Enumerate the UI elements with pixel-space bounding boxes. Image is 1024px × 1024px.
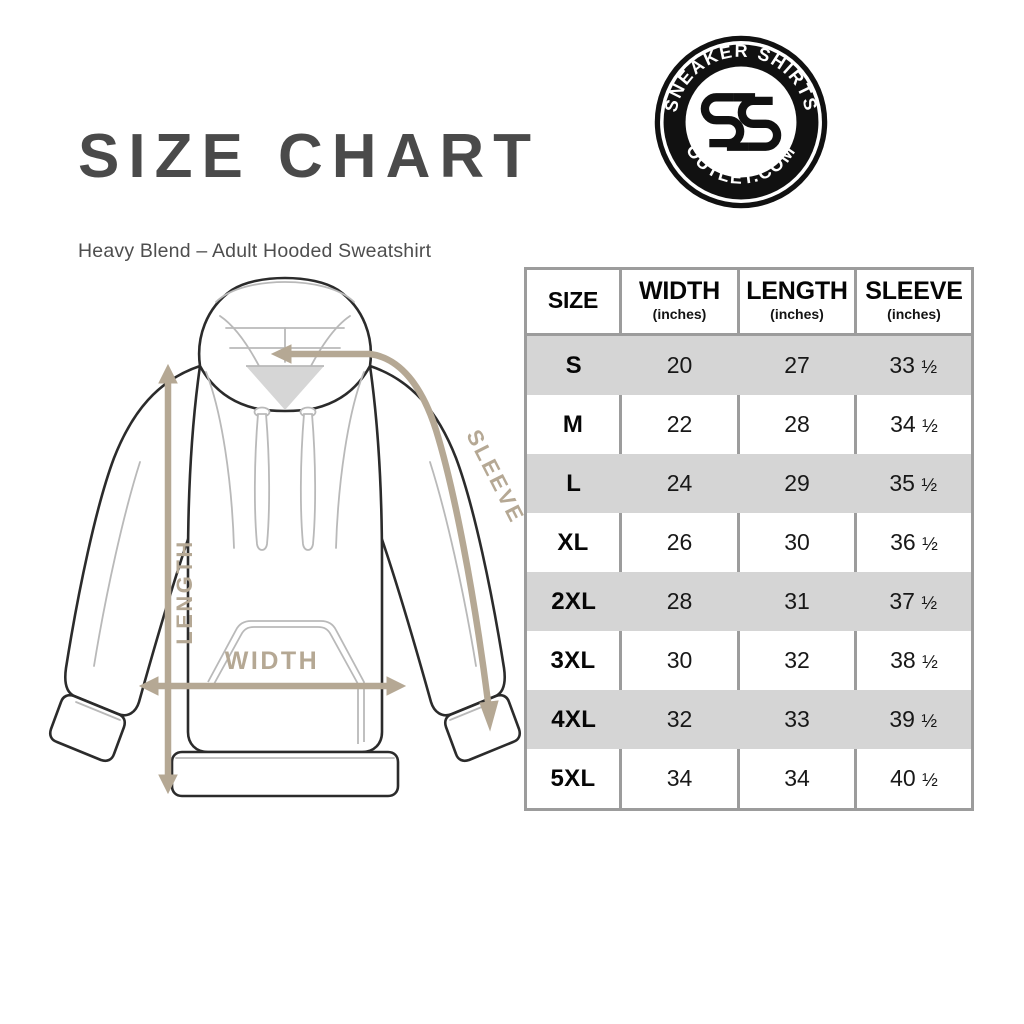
fraction-glyph: ½ [922,533,938,554]
header-row: SIZE WIDTH (inches) LENGTH (inches) SLEE… [525,268,973,336]
length-label: LENGTH [172,539,197,644]
table-row: L 24 29 35 ½ [525,454,973,513]
cell-width: 32 [620,690,739,749]
column-header-width-units: (inches) [652,305,707,322]
measurement-arrows [138,344,499,795]
hoodie-illustration: WIDTH LENGTH SLEEVE [40,262,530,840]
size-table-container: SIZE WIDTH (inches) LENGTH (inches) SLEE… [524,267,974,811]
cell-size: 3XL [525,631,621,690]
sleeve-arrow [270,344,499,732]
fraction-glyph: ½ [922,415,938,436]
table-row: 4XL 32 33 39 ½ [525,690,973,749]
logo-monogram-icon [700,93,782,151]
cell-length: 32 [737,631,856,690]
cell-size: XL [525,513,621,572]
fraction-glyph: ½ [921,474,938,495]
column-header-sleeve-label: SLEEVE [865,277,963,305]
fraction-glyph: ½ [922,651,938,672]
cell-sleeve: 35 ½ [855,454,973,513]
brand-logo: SNEAKER SHIRTS OUTLET.COM [653,34,829,210]
cell-width: 20 [620,334,739,395]
width-arrow [138,676,407,696]
size-table-body: S 20 27 33 ½ M 22 28 34 ½ L 24 29 35 ½ XL 26 30 36 ½ 2XL… [525,334,973,810]
table-row: S 20 27 33 ½ [525,334,973,395]
column-header-sleeve: SLEEVE (inches) [854,268,973,336]
cell-size: 2XL [525,572,621,631]
cell-size: 4XL [525,690,621,749]
cell-length: 33 [738,690,856,749]
length-arrow [158,363,178,795]
cell-sleeve: 36 ½ [854,513,973,572]
cell-width: 22 [619,395,739,454]
cell-length: 34 [737,749,856,810]
fraction-glyph: ½ [922,769,938,790]
cell-sleeve: 33 ½ [855,334,973,395]
column-header-width: WIDTH (inches) [619,268,739,336]
cell-width: 28 [620,572,739,631]
header-block: SIZE CHART Heavy Blend – Adult Hooded Sw… [78,122,540,263]
table-row: 5XL 34 34 40 ½ [525,749,973,810]
cell-length: 28 [737,395,856,454]
column-header-length-units: (inches) [770,305,824,322]
table-row: 3XL 30 32 38 ½ [525,631,973,690]
table-row: 2XL 28 31 37 ½ [525,572,973,631]
kangaroo-pocket [207,620,365,744]
column-header-size-label: SIZE [547,287,599,314]
size-table: SIZE WIDTH (inches) LENGTH (inches) SLEE… [524,267,974,811]
cell-size: 5XL [525,749,621,810]
cell-length: 30 [737,513,856,572]
cell-sleeve: 40 ½ [854,749,973,810]
size-table-head: SIZE WIDTH (inches) LENGTH (inches) SLEE… [525,268,973,336]
fraction-glyph: ½ [921,592,938,613]
cell-size: S [525,334,621,395]
cell-sleeve: 38 ½ [854,631,973,690]
cell-width: 24 [620,454,739,513]
cell-sleeve: 34 ½ [854,395,973,454]
width-label: WIDTH [225,647,319,675]
column-header-width-label: WIDTH [639,277,720,305]
column-header-sleeve-units: (inches) [887,305,941,322]
cell-sleeve: 39 ½ [855,690,973,749]
fraction-glyph: ½ [921,356,938,377]
page-subtitle: Heavy Blend – Adult Hooded Sweatshirt [78,240,432,262]
column-header-length: LENGTH (inches) [737,268,856,336]
cell-width: 30 [619,631,739,690]
cell-width: 34 [619,749,739,810]
cell-length: 29 [738,454,856,513]
hood-shadow [246,366,324,410]
column-header-size: SIZE [525,268,621,336]
cell-length: 27 [738,334,856,395]
page-title: SIZE CHART [78,122,540,191]
drawstrings [253,406,317,551]
cell-width: 26 [619,513,739,572]
table-row: XL 26 30 36 ½ [525,513,973,572]
cell-size: L [525,454,621,513]
fraction-glyph: ½ [921,710,938,731]
cell-length: 31 [738,572,856,631]
column-header-length-label: LENGTH [746,277,848,305]
cell-sleeve: 37 ½ [855,572,973,631]
garment-body [48,276,522,798]
table-row: M 22 28 34 ½ [525,395,973,454]
cell-size: M [525,395,621,454]
